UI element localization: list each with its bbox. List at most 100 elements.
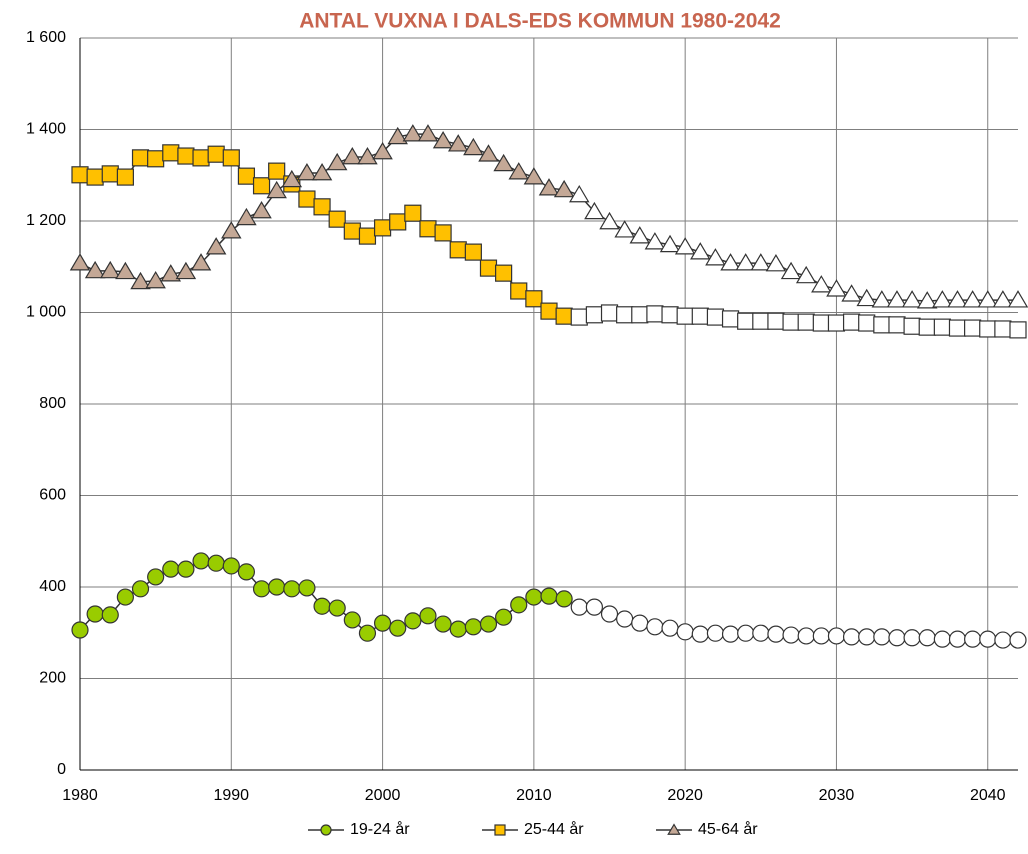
marker bbox=[419, 607, 437, 625]
marker bbox=[449, 620, 467, 638]
y-tick-label: 1 600 bbox=[26, 29, 66, 46]
marker bbox=[298, 579, 316, 597]
marker bbox=[221, 221, 242, 239]
marker bbox=[493, 153, 514, 172]
marker bbox=[886, 290, 908, 308]
marker bbox=[903, 317, 921, 335]
marker bbox=[962, 290, 983, 308]
marker bbox=[948, 319, 967, 337]
marker bbox=[100, 260, 121, 279]
marker bbox=[888, 316, 906, 334]
marker bbox=[644, 232, 666, 250]
marker bbox=[84, 260, 106, 279]
marker bbox=[192, 149, 210, 167]
marker bbox=[252, 580, 271, 598]
marker bbox=[357, 146, 378, 165]
marker bbox=[553, 179, 575, 198]
marker bbox=[358, 227, 377, 245]
marker bbox=[979, 630, 997, 648]
marker bbox=[1009, 321, 1027, 339]
marker bbox=[570, 308, 588, 326]
marker bbox=[419, 220, 437, 238]
marker bbox=[737, 624, 755, 642]
marker bbox=[750, 253, 772, 271]
marker bbox=[538, 178, 560, 196]
marker bbox=[752, 312, 770, 330]
marker bbox=[585, 598, 603, 616]
marker bbox=[795, 265, 817, 284]
marker bbox=[948, 630, 967, 648]
marker bbox=[599, 211, 620, 230]
marker bbox=[780, 261, 802, 280]
marker bbox=[478, 144, 499, 162]
marker bbox=[101, 606, 119, 624]
marker bbox=[782, 626, 800, 644]
marker bbox=[162, 560, 180, 578]
marker bbox=[871, 290, 893, 308]
marker bbox=[1009, 631, 1027, 649]
marker bbox=[661, 306, 679, 324]
marker bbox=[495, 264, 513, 282]
marker bbox=[705, 248, 726, 266]
marker bbox=[207, 554, 225, 572]
marker bbox=[901, 290, 923, 308]
marker bbox=[525, 290, 543, 308]
marker bbox=[464, 243, 482, 261]
y-tick-label: 1 400 bbox=[26, 121, 66, 138]
marker bbox=[252, 177, 271, 195]
marker bbox=[674, 237, 696, 255]
marker bbox=[600, 304, 619, 322]
marker bbox=[342, 146, 363, 165]
marker bbox=[994, 631, 1012, 649]
marker bbox=[86, 605, 104, 623]
marker bbox=[858, 628, 876, 646]
marker bbox=[721, 625, 740, 643]
marker bbox=[389, 619, 407, 637]
marker bbox=[570, 598, 588, 616]
marker bbox=[281, 169, 303, 188]
marker bbox=[434, 615, 452, 633]
marker bbox=[932, 290, 953, 308]
marker bbox=[918, 629, 936, 647]
marker bbox=[842, 313, 861, 331]
marker bbox=[495, 608, 513, 626]
y-tick-label: 200 bbox=[39, 670, 66, 687]
x-tick-label: 2000 bbox=[365, 787, 401, 804]
marker bbox=[447, 134, 469, 152]
marker bbox=[131, 149, 150, 167]
marker bbox=[404, 612, 422, 630]
x-tick-label: 1990 bbox=[213, 787, 249, 804]
marker bbox=[145, 270, 166, 289]
marker bbox=[525, 588, 543, 606]
marker bbox=[992, 290, 1014, 308]
marker bbox=[222, 149, 240, 167]
marker bbox=[600, 605, 619, 623]
marker bbox=[116, 588, 134, 606]
marker bbox=[130, 271, 151, 290]
marker bbox=[237, 563, 256, 581]
marker bbox=[737, 312, 755, 330]
marker bbox=[903, 629, 921, 647]
marker bbox=[735, 253, 756, 271]
marker bbox=[432, 130, 454, 149]
marker bbox=[720, 253, 741, 271]
marker bbox=[115, 261, 136, 280]
marker bbox=[646, 618, 664, 636]
marker bbox=[691, 625, 709, 643]
x-tick-label: 2040 bbox=[970, 787, 1006, 804]
marker bbox=[101, 165, 119, 183]
legend-label: 45-64 år bbox=[698, 820, 758, 838]
marker bbox=[585, 306, 603, 324]
marker bbox=[177, 147, 195, 165]
marker bbox=[765, 254, 787, 272]
marker bbox=[69, 253, 91, 271]
marker bbox=[510, 596, 528, 614]
marker bbox=[298, 190, 316, 208]
marker bbox=[523, 167, 545, 185]
marker bbox=[296, 162, 318, 181]
marker bbox=[175, 261, 197, 280]
marker bbox=[479, 615, 498, 633]
marker bbox=[827, 314, 846, 332]
marker bbox=[826, 279, 847, 297]
marker bbox=[555, 590, 573, 608]
